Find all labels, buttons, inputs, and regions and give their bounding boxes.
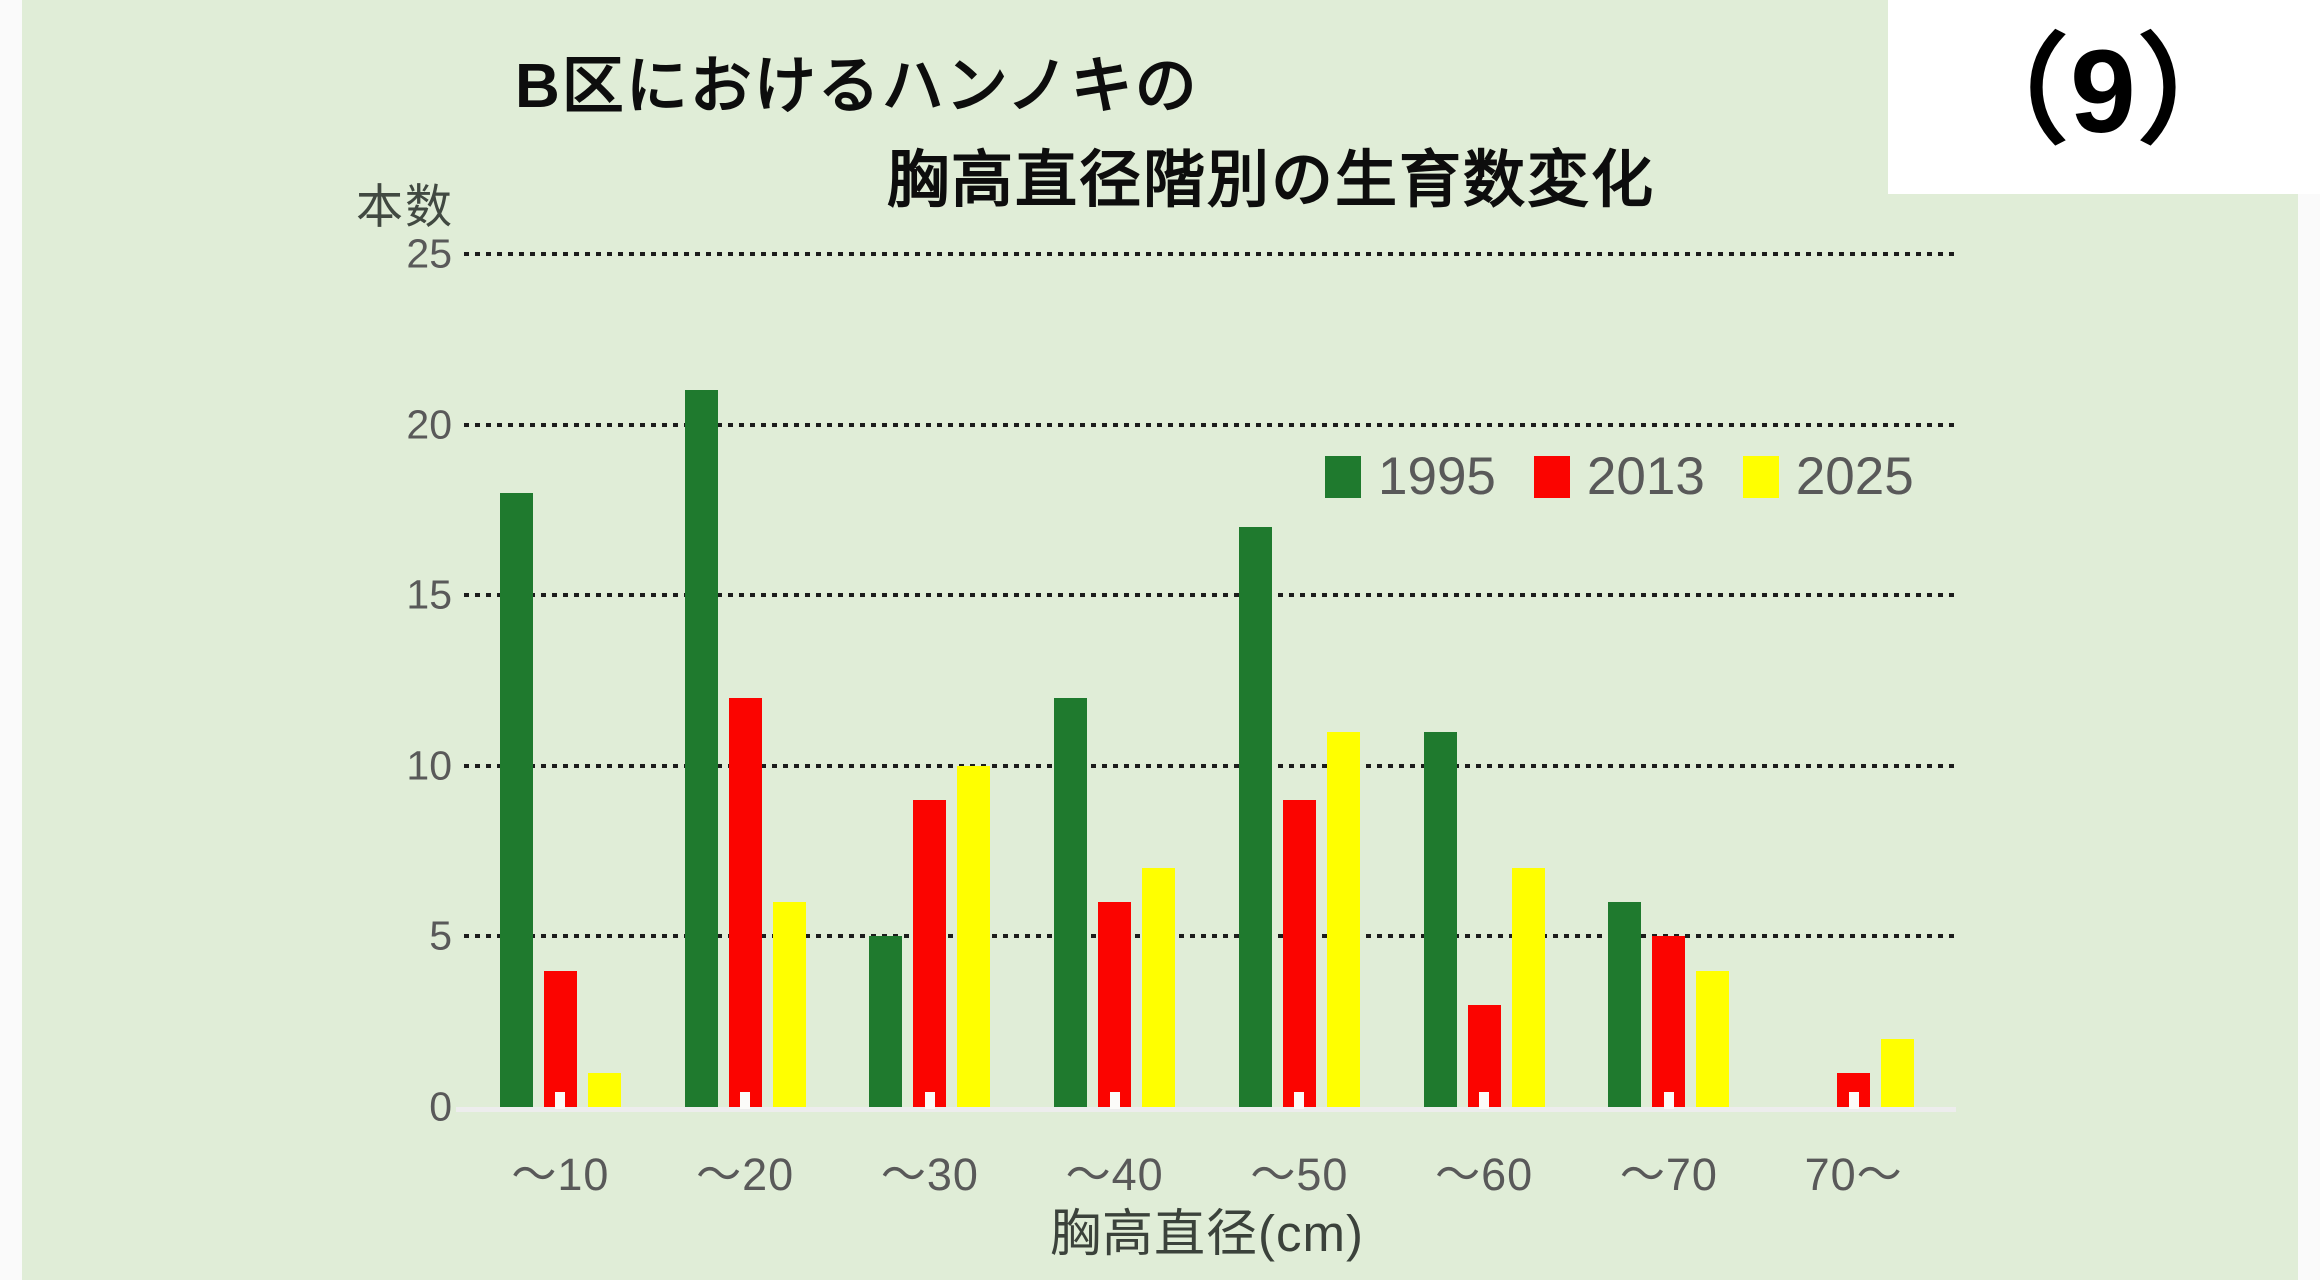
legend-swatch-2025 bbox=[1742, 455, 1779, 498]
x-tick-label-70～: 70～ bbox=[1804, 1149, 1903, 1200]
bar-1995-～60 bbox=[1423, 731, 1457, 1107]
plot-area bbox=[456, 252, 1956, 1112]
x-tick-label-～10: ～10 bbox=[511, 1149, 610, 1200]
y-tick-label-20: 20 bbox=[406, 401, 452, 448]
bar-group-～30 bbox=[838, 254, 1023, 1109]
x-tick-label-～60: ～60 bbox=[1435, 1149, 1534, 1200]
bar-2013-～10 bbox=[543, 970, 577, 1107]
chart-title-line-2: 胸高直径階別の生育数変化 bbox=[887, 146, 1656, 215]
x-axis-tick-labels: ～10 ～20 ～30 ～40 ～50 ～60 ～70 70～ bbox=[468, 1138, 1946, 1203]
bar-1995-～30 bbox=[869, 936, 903, 1107]
y-tick-label-15: 15 bbox=[406, 571, 452, 618]
x-tick-label-～70: ～70 bbox=[1619, 1149, 1718, 1200]
bar-2025-～30 bbox=[957, 765, 991, 1107]
x-axis-tick-mark bbox=[1294, 1092, 1305, 1109]
bar-1995-～10 bbox=[499, 492, 533, 1107]
page-number-box: （9） bbox=[1888, 0, 2320, 194]
legend-label-2025: 2025 bbox=[1795, 447, 1914, 506]
gridline-10 bbox=[464, 763, 1954, 768]
legend-swatch-2013 bbox=[1533, 455, 1570, 498]
bar-group-～40 bbox=[1022, 254, 1207, 1109]
chart-title-line-1: B区におけるハンノキの bbox=[515, 52, 1199, 121]
bar-1995-～70 bbox=[1608, 902, 1642, 1107]
x-axis-tick-mark bbox=[1848, 1092, 1859, 1109]
gridline-5 bbox=[464, 934, 1954, 939]
x-tick-label-～40: ～40 bbox=[1065, 1149, 1164, 1200]
bar-2025-70～ bbox=[1881, 1038, 1915, 1107]
y-tick-label-5: 5 bbox=[429, 912, 452, 959]
y-axis-unit-label: 本数 bbox=[356, 180, 454, 233]
bar-2013-～40 bbox=[1098, 902, 1132, 1107]
bar-2013-～70 bbox=[1652, 936, 1686, 1107]
x-axis-tick-mark bbox=[740, 1092, 751, 1109]
bar-groups bbox=[468, 254, 1946, 1109]
x-axis-tick-mark bbox=[1479, 1092, 1490, 1109]
x-axis-tick-mark bbox=[924, 1092, 935, 1109]
bar-group-～50 bbox=[1207, 254, 1392, 1109]
bar-2025-～60 bbox=[1511, 868, 1545, 1107]
bar-group-70～ bbox=[1761, 254, 1946, 1109]
x-axis-title: 胸高直径(cm) bbox=[1050, 1205, 1364, 1262]
page-number-label: （9） bbox=[1950, 26, 2258, 158]
x-tick-label-～20: ～20 bbox=[696, 1149, 795, 1200]
legend-item-1995: 1995 bbox=[1325, 446, 1496, 507]
bar-1995-～20 bbox=[684, 390, 718, 1107]
legend-item-2025: 2025 bbox=[1742, 446, 1914, 507]
y-tick-label-25: 25 bbox=[406, 230, 452, 277]
legend-label-1995: 1995 bbox=[1378, 447, 1496, 506]
x-tick-label-～30: ～30 bbox=[880, 1149, 979, 1200]
gridline-25 bbox=[464, 252, 1954, 256]
bar-1995-～50 bbox=[1238, 526, 1272, 1107]
bar-2025-～20 bbox=[772, 902, 806, 1107]
gridline-15 bbox=[464, 593, 1954, 598]
chart-panel: B区におけるハンノキの 胸高直径階別の生育数変化 本数 0 5 10 15 20 25 ～… bbox=[22, 0, 2298, 1280]
x-axis-tick-mark bbox=[1109, 1092, 1120, 1109]
legend-swatch-1995 bbox=[1325, 455, 1361, 498]
legend-item-2013: 2013 bbox=[1533, 446, 1705, 507]
bar-2025-～50 bbox=[1326, 731, 1360, 1107]
bar-2013-～20 bbox=[728, 697, 762, 1107]
gridline-20 bbox=[464, 422, 1954, 427]
bar-2025-～10 bbox=[587, 1072, 621, 1107]
bar-group-～60 bbox=[1392, 254, 1577, 1109]
bar-2013-～50 bbox=[1282, 799, 1316, 1107]
y-tick-label-10: 10 bbox=[406, 742, 452, 789]
legend-label-2013: 2013 bbox=[1586, 447, 1705, 506]
bar-group-～10 bbox=[468, 254, 653, 1109]
bar-1995-～40 bbox=[1054, 697, 1088, 1107]
x-axis-tick-mark bbox=[1663, 1092, 1674, 1109]
bar-group-～20 bbox=[653, 254, 838, 1109]
bar-group-～70 bbox=[1577, 254, 1762, 1109]
bar-2013-～60 bbox=[1467, 1004, 1501, 1107]
bar-2025-～40 bbox=[1142, 868, 1176, 1107]
x-axis-tick-mark bbox=[555, 1092, 566, 1109]
bar-2025-～70 bbox=[1696, 970, 1730, 1107]
x-axis-baseline bbox=[456, 1107, 1956, 1112]
chart-title: B区におけるハンノキの 胸高直径階別の生育数変化 bbox=[515, 40, 1655, 228]
bar-2013-～30 bbox=[913, 799, 947, 1107]
y-tick-label-0: 0 bbox=[429, 1083, 452, 1130]
x-tick-label-～50: ～50 bbox=[1250, 1149, 1349, 1200]
legend: 1995 2013 2025 bbox=[1325, 446, 1914, 507]
